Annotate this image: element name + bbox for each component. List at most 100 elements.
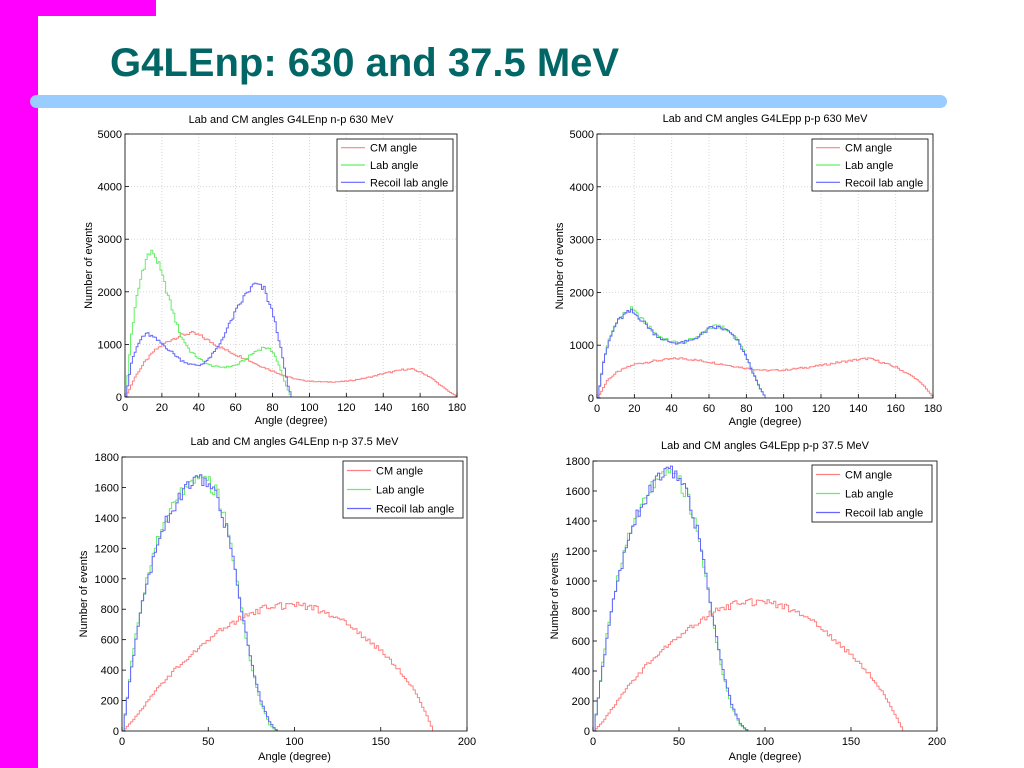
y-tick-label: 1000 [98,339,122,351]
x-axis-label: Angle (degree) [255,415,328,427]
plot-frame [124,133,458,398]
x-tick-label: 0 [119,736,125,748]
x-tick-label: 120 [812,403,830,415]
x-tick-label: 0 [590,736,596,748]
x-tick-label: 100 [300,402,318,414]
y-tick-label: 200 [572,696,590,708]
x-tick-label: 50 [202,736,214,748]
x-tick-label: 140 [849,403,867,415]
legend-label: Lab angle [845,489,893,501]
x-tick-label: 160 [411,402,429,414]
legend-label: Recoil lab angle [376,504,454,516]
x-tick-label: 160 [886,403,904,415]
x-axis-label: Angle (degree) [258,751,331,763]
legend-label: CM angle [845,470,892,482]
series-line-cm-angle [122,601,433,732]
series-line-recoil-lab-angle [122,474,278,732]
legend-label: CM angle [370,143,417,155]
x-tick-label: 150 [372,736,390,748]
y-tick-label: 5000 [570,129,594,141]
x-tick-label: 100 [774,403,792,415]
legend-label: Lab angle [376,485,424,497]
x-tick-label: 20 [156,402,168,414]
y-tick-label: 200 [101,696,119,708]
chart-title: Lab and CM angles G4LEnp n-p 630 MeV [189,114,395,126]
y-axis-label: Number of events [83,222,95,309]
legend-label: CM angle [845,143,892,155]
legend-label: Recoil lab angle [370,177,448,189]
y-tick-label: 1400 [566,516,590,528]
accent-bar-top [38,0,156,16]
y-tick-label: 1000 [570,340,594,352]
y-tick-label: 1200 [95,543,119,555]
y-tick-label: 800 [101,604,119,616]
x-tick-label: 40 [193,402,205,414]
series-line-cm-angle [597,357,934,399]
y-tick-label: 2000 [570,287,594,299]
series-line-recoil-lab-angle [593,465,749,732]
y-tick-label: 1600 [566,486,590,498]
y-tick-label: 0 [584,726,590,738]
y-tick-label: 3000 [570,235,594,247]
plot-frame [596,133,934,399]
title-underline-rule [30,95,947,108]
chart-title: Lab and CM angles G4LEpp p-p 630 MeV [663,113,869,125]
x-axis-label: Angle (degree) [729,751,802,763]
x-tick-label: 0 [594,403,600,415]
x-tick-label: 60 [703,403,715,415]
legend-label: CM angle [376,466,423,478]
y-tick-label: 1800 [566,456,590,468]
y-tick-label: 1200 [566,546,590,558]
legend-label: Recoil lab angle [845,508,923,520]
y-tick-label: 1800 [95,452,119,464]
y-tick-label: 4000 [570,182,594,194]
x-tick-label: 100 [285,736,303,748]
y-tick-label: 1400 [95,513,119,525]
y-tick-label: 1000 [95,574,119,586]
y-axis-label: Number of events [78,550,90,637]
y-tick-label: 600 [101,635,119,647]
x-tick-label: 0 [122,402,128,414]
x-tick-label: 200 [928,736,946,748]
chart-title: Lab and CM angles G4LEnp n-p 37.5 MeV [191,436,400,448]
chart-title: Lab and CM angles G4LEpp p-p 37.5 MeV [661,440,870,452]
y-axis-label: Number of events [549,552,561,639]
y-axis-label: Number of events [554,222,566,309]
x-tick-label: 120 [337,402,355,414]
y-tick-label: 0 [116,392,122,404]
y-tick-label: 400 [101,665,119,677]
x-tick-label: 140 [374,402,392,414]
series-line-lab-angle [125,249,292,398]
y-tick-label: 0 [113,726,119,738]
legend-label: Lab angle [845,160,893,172]
series-line-cm-angle [593,598,904,732]
x-tick-label: 100 [756,736,774,748]
y-tick-label: 600 [572,636,590,648]
y-tick-label: 4000 [98,182,122,194]
x-tick-label: 60 [230,402,242,414]
series-line-recoil-lab-angle [597,308,766,399]
accent-bar-left [0,0,38,768]
series-line-lab-angle [593,469,749,732]
y-tick-label: 0 [588,393,594,405]
x-tick-label: 180 [924,403,942,415]
x-tick-label: 40 [666,403,678,415]
y-tick-label: 1600 [95,482,119,494]
y-tick-label: 400 [572,666,590,678]
x-tick-label: 80 [740,403,752,415]
x-tick-label: 80 [266,402,278,414]
x-axis-label: Angle (degree) [729,416,802,428]
y-tick-label: 2000 [98,287,122,299]
y-tick-label: 3000 [98,234,122,246]
y-tick-label: 5000 [98,129,122,141]
x-tick-label: 20 [628,403,640,415]
x-tick-label: 180 [448,402,466,414]
y-tick-label: 800 [572,606,590,618]
x-tick-label: 50 [673,736,685,748]
slide-title: G4LEnp: 630 and 37.5 MeV [110,41,620,85]
y-tick-label: 1000 [566,576,590,588]
